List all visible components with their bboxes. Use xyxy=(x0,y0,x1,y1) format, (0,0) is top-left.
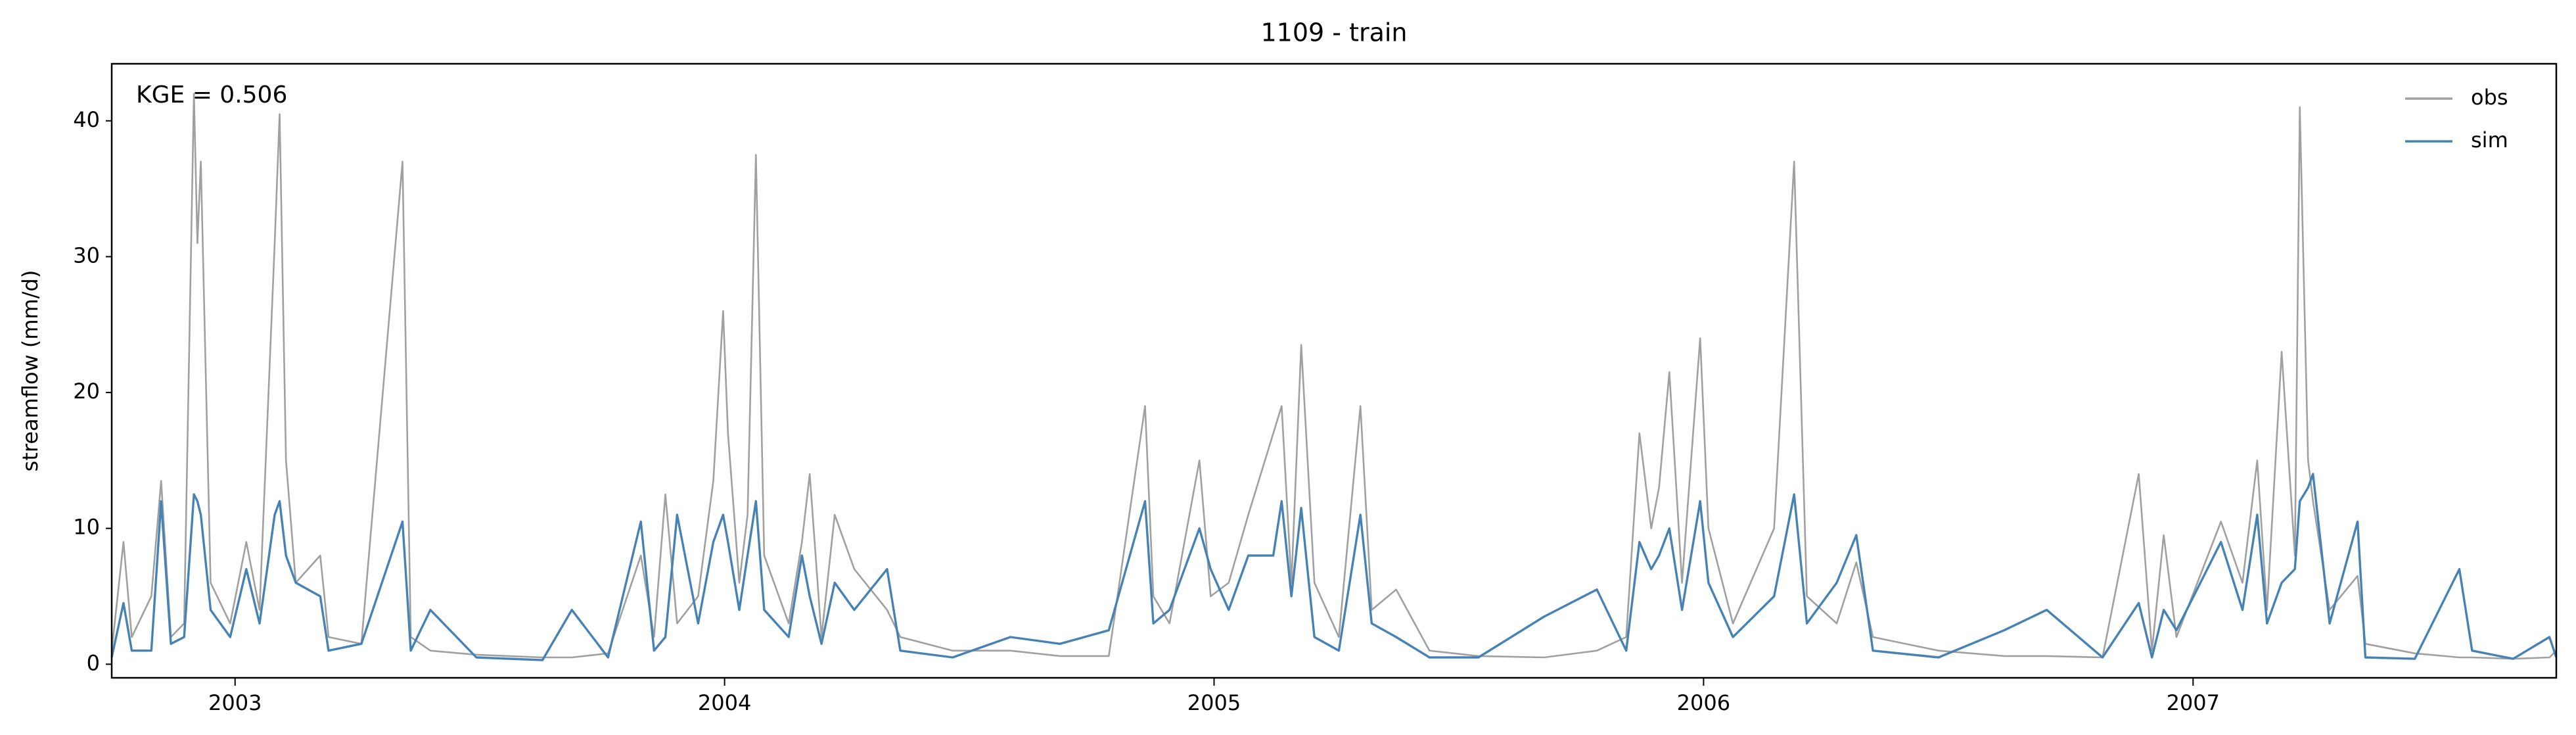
y-tick-label: 40 xyxy=(73,107,100,132)
x-tick-label: 2006 xyxy=(1677,690,1730,715)
legend-label: sim xyxy=(2471,128,2508,153)
x-tick-label: 2007 xyxy=(2167,690,2220,715)
line-sim xyxy=(110,473,2558,661)
x-tick-label: 2004 xyxy=(698,690,751,715)
y-tick-label: 30 xyxy=(73,243,100,268)
plot-frame xyxy=(110,62,2558,679)
y-axis-label: streamflow (mm/d) xyxy=(18,270,43,472)
x-tick-label: 2005 xyxy=(1187,690,1241,715)
legend-label: obs xyxy=(2471,85,2508,110)
y-tick-label: 10 xyxy=(73,515,100,540)
y-tick-label: 0 xyxy=(87,650,100,675)
chart-title: 1109 - train xyxy=(1260,18,1407,47)
x-tick-label: 2003 xyxy=(208,690,262,715)
line-obs xyxy=(110,93,2557,660)
annotation: KGE = 0.506 xyxy=(136,82,287,108)
y-tick-label: 20 xyxy=(73,379,100,404)
